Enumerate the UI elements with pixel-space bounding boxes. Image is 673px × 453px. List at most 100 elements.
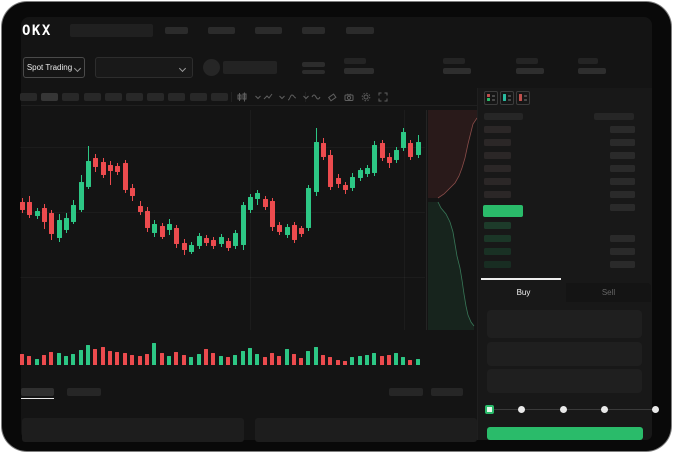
timeframe-button-0[interactable] — [20, 93, 37, 101]
volume-bar — [336, 360, 340, 365]
candle-body — [34, 211, 40, 216]
bid-price-row[interactable] — [484, 248, 511, 255]
order-input-2[interactable] — [487, 369, 642, 393]
nav-item-2[interactable] — [255, 27, 282, 34]
slider-track[interactable] — [489, 408, 655, 410]
history-tab-0[interactable] — [21, 388, 54, 396]
candle-body — [225, 241, 231, 248]
bid-price-row[interactable] — [484, 222, 511, 229]
stat-value-2 — [516, 68, 544, 74]
timeframe-button-6[interactable] — [147, 93, 165, 101]
ask-price-row[interactable] — [484, 126, 511, 133]
slider-dot[interactable] — [559, 405, 567, 413]
volume-bar — [401, 357, 405, 365]
candle-body — [291, 225, 297, 240]
wave-icon[interactable] — [310, 91, 322, 103]
indicators-icon[interactable] — [286, 91, 298, 103]
settings-icon[interactable] — [360, 91, 372, 103]
volume-bar — [299, 358, 303, 365]
last-price-block[interactable] — [483, 205, 523, 217]
order-book-header-0 — [484, 113, 523, 120]
candle-body — [56, 220, 62, 238]
candle-body — [357, 170, 363, 178]
amount-row[interactable] — [610, 165, 635, 172]
chevron-down-icon[interactable] — [252, 91, 264, 103]
toggle-line — [524, 95, 527, 97]
amount-row[interactable] — [610, 178, 635, 185]
history-action-0[interactable] — [389, 388, 423, 396]
timeframe-button-5[interactable] — [126, 93, 143, 101]
nav-title-block[interactable] — [70, 24, 153, 37]
timeframe-button-7[interactable] — [168, 93, 186, 101]
volume-bar — [263, 357, 267, 365]
nav-item-4[interactable] — [346, 27, 374, 34]
bid-price-row[interactable] — [484, 235, 511, 242]
amount-row[interactable] — [610, 126, 635, 133]
price-stack-0 — [302, 62, 325, 67]
timeframe-button-1[interactable] — [41, 93, 59, 101]
timeframe-button-8[interactable] — [189, 93, 207, 101]
amount-row[interactable] — [610, 191, 635, 198]
tab-buy[interactable]: Buy — [516, 288, 531, 297]
slider-dot[interactable] — [517, 405, 525, 413]
pair-dropdown[interactable] — [95, 57, 193, 78]
candle-body — [122, 163, 128, 190]
camera-icon[interactable] — [343, 91, 355, 103]
volume-bar — [277, 356, 281, 365]
volume-bar — [20, 354, 24, 365]
slider-dot[interactable] — [651, 405, 659, 413]
slider-dot[interactable] — [600, 405, 608, 413]
ask-price-row[interactable] — [484, 152, 511, 159]
history-action-1[interactable] — [431, 388, 463, 396]
candle-body — [26, 202, 32, 215]
timeframe-button-4[interactable] — [104, 93, 122, 101]
line-style-icon[interactable] — [262, 91, 274, 103]
candle-body — [415, 142, 421, 155]
volume-bar — [174, 352, 178, 365]
candles-icon[interactable] — [236, 91, 248, 103]
tab-sell[interactable]: Sell — [566, 283, 651, 302]
nav-item-3[interactable] — [302, 27, 325, 34]
book-asks-icon[interactable] — [516, 91, 530, 105]
okx-logo[interactable]: OKX — [22, 23, 52, 39]
ask-mini-bar — [487, 94, 490, 97]
candle-body — [107, 165, 113, 171]
timeframe-button-9[interactable] — [210, 93, 228, 101]
amount-row[interactable] — [610, 235, 635, 242]
chevron-down-icon[interactable] — [300, 91, 312, 103]
timeframe-button-3[interactable] — [83, 93, 101, 101]
amount-row[interactable] — [610, 152, 635, 159]
candle-body — [298, 228, 304, 234]
slider-handle[interactable] — [484, 404, 494, 414]
volume-bar — [189, 357, 193, 365]
amount-row[interactable] — [610, 139, 635, 146]
book-both-icon[interactable] — [484, 91, 498, 105]
ask-price-row[interactable] — [484, 178, 511, 185]
submit-order-button[interactable] — [487, 427, 643, 440]
candle-body — [371, 145, 377, 173]
history-tab-1[interactable] — [67, 388, 101, 396]
pair-avatar — [203, 59, 220, 76]
amount-row[interactable] — [610, 248, 635, 255]
amount-row[interactable] — [610, 204, 635, 211]
eraser-icon[interactable] — [326, 91, 338, 103]
chevron-down-icon[interactable] — [276, 91, 288, 103]
candle-body — [196, 236, 202, 246]
order-input-1[interactable] — [487, 342, 642, 366]
timeframe-button-2[interactable] — [62, 93, 80, 101]
nav-item-1[interactable] — [208, 27, 235, 34]
ask-price-row[interactable] — [484, 139, 511, 146]
stat-value-0 — [344, 68, 374, 74]
bid-price-row[interactable] — [484, 261, 511, 268]
volume-bar — [160, 353, 164, 365]
candle-body — [70, 205, 76, 222]
market-type-selector[interactable]: Spot Trading — [23, 57, 85, 78]
nav-item-0[interactable] — [165, 27, 188, 34]
fullscreen-icon[interactable] — [377, 91, 389, 103]
book-bids-icon[interactable] — [500, 91, 514, 105]
ask-price-row[interactable] — [484, 165, 511, 172]
order-input-0[interactable] — [487, 310, 642, 338]
amount-row[interactable] — [610, 261, 635, 268]
ask-price-row[interactable] — [484, 191, 511, 198]
